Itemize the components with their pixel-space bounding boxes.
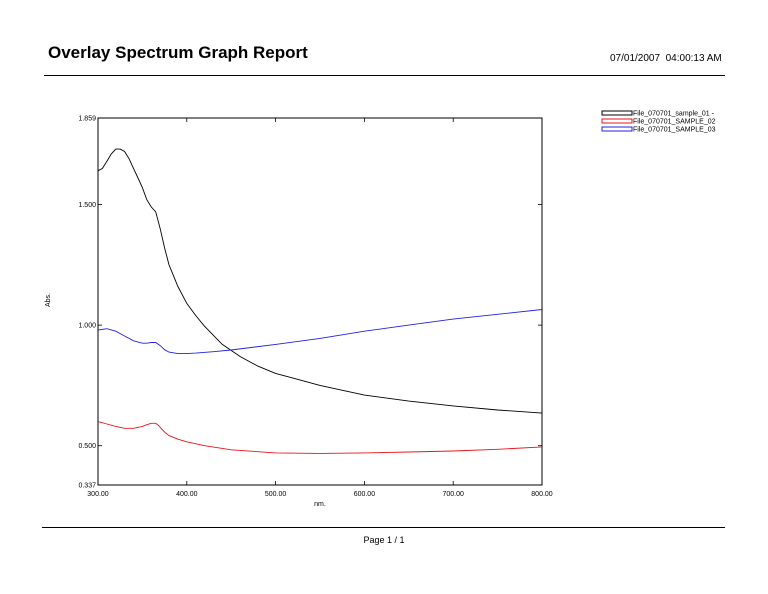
report-datetime: 07/01/2007 04:00:13 AM	[610, 53, 722, 64]
legend-swatch	[601, 118, 633, 124]
x-tick-group: 300.00 400.00 500.00 600.00 700.00 800.00	[87, 118, 553, 498]
y-tick-label: 1.000	[78, 323, 96, 330]
y-tick-label: 0.337	[78, 483, 96, 490]
legend-swatch	[601, 126, 633, 132]
header-rule	[44, 75, 725, 76]
x-tick-label: 600.00	[354, 491, 376, 498]
y-tick-group: 0.337 0.500 1.000 1.500 1.859	[78, 116, 542, 490]
legend: File_070701_sample_01 -File_070701_SAMPL…	[601, 110, 716, 134]
report-title: Overlay Spectrum Graph Report	[48, 43, 308, 62]
x-axis-label: nm.	[314, 501, 326, 508]
legend-label: File_070701_sample_01 -	[633, 111, 715, 118]
x-tick-label: 400.00	[176, 491, 198, 498]
series-line	[97, 148, 543, 414]
legend-label: File_070701_SAMPLE_03	[633, 127, 716, 134]
legend-label: File_070701_SAMPLE_02	[633, 119, 716, 126]
series-line	[97, 421, 543, 454]
y-tick-label: 1.859	[78, 116, 96, 123]
x-tick-label: 300.00	[87, 491, 109, 498]
y-tick-label: 0.500	[78, 443, 96, 450]
page-number: Page 1 / 1	[363, 535, 405, 545]
y-axis-label: Abs.	[45, 293, 52, 307]
footer-rule	[42, 527, 725, 528]
series-group	[97, 148, 543, 454]
series-line	[97, 309, 543, 355]
plot-area	[97, 117, 543, 486]
x-tick-label: 700.00	[442, 491, 464, 498]
legend-swatch	[601, 110, 633, 116]
y-tick-label: 1.500	[78, 202, 96, 209]
x-tick-label: 500.00	[265, 491, 287, 498]
x-tick-label: 800.00	[531, 491, 553, 498]
